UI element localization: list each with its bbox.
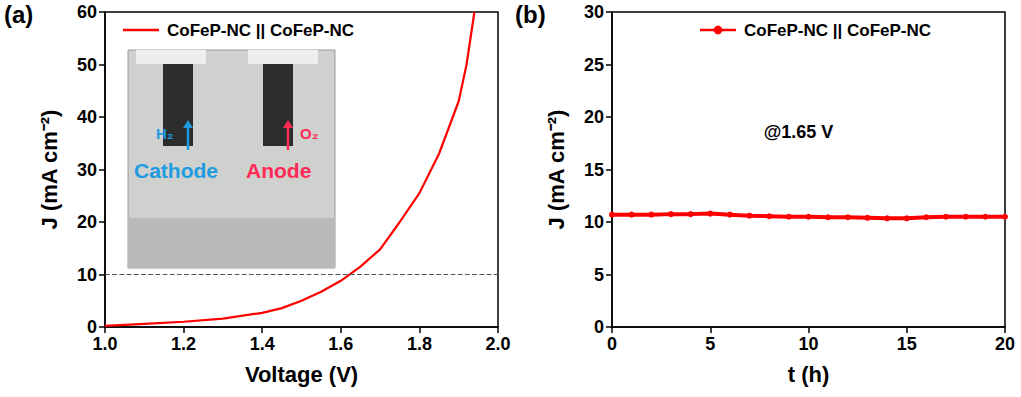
- svg-text:1.8: 1.8: [407, 334, 432, 354]
- svg-text:t (h): t (h): [788, 362, 830, 387]
- svg-text:20: 20: [995, 334, 1015, 354]
- svg-text:20: 20: [584, 107, 604, 127]
- svg-text:@1.65 V: @1.65 V: [764, 122, 834, 142]
- svg-text:CoFeP-NC || CoFeP-NC: CoFeP-NC || CoFeP-NC: [744, 21, 931, 40]
- svg-text:Voltage (V): Voltage (V): [245, 362, 358, 387]
- svg-text:10: 10: [798, 334, 818, 354]
- svg-text:15: 15: [897, 334, 917, 354]
- svg-text:1.4: 1.4: [250, 334, 275, 354]
- svg-text:30: 30: [584, 2, 604, 22]
- svg-text:15: 15: [584, 160, 604, 180]
- svg-text:J (mA cm⁻²): J (mA cm⁻²): [544, 110, 569, 230]
- svg-text:10: 10: [584, 212, 604, 232]
- svg-text:30: 30: [77, 160, 97, 180]
- svg-text:60: 60: [77, 2, 97, 22]
- svg-text:5: 5: [705, 334, 715, 354]
- svg-text:0: 0: [594, 317, 604, 337]
- svg-text:1.6: 1.6: [328, 334, 353, 354]
- svg-text:40: 40: [77, 107, 97, 127]
- svg-text:(b): (b): [515, 1, 546, 28]
- svg-text:2.0: 2.0: [485, 334, 510, 354]
- svg-text:O₂: O₂: [300, 125, 318, 142]
- svg-text:J (mA cm⁻²): J (mA cm⁻²): [37, 110, 62, 230]
- svg-text:0: 0: [87, 317, 97, 337]
- svg-text:5: 5: [594, 265, 604, 285]
- svg-text:1.0: 1.0: [92, 334, 117, 354]
- svg-text:0: 0: [607, 334, 617, 354]
- svg-text:10: 10: [77, 265, 97, 285]
- svg-text:Anode: Anode: [246, 159, 311, 182]
- svg-text:50: 50: [77, 55, 97, 75]
- svg-text:CoFeP-NC || CoFeP-NC: CoFeP-NC || CoFeP-NC: [167, 21, 354, 40]
- svg-text:(a): (a): [4, 1, 33, 28]
- svg-text:H₂: H₂: [156, 125, 174, 142]
- svg-text:20: 20: [77, 212, 97, 232]
- svg-text:1.2: 1.2: [171, 334, 196, 354]
- svg-text:25: 25: [584, 55, 604, 75]
- svg-text:Cathode: Cathode: [134, 159, 218, 182]
